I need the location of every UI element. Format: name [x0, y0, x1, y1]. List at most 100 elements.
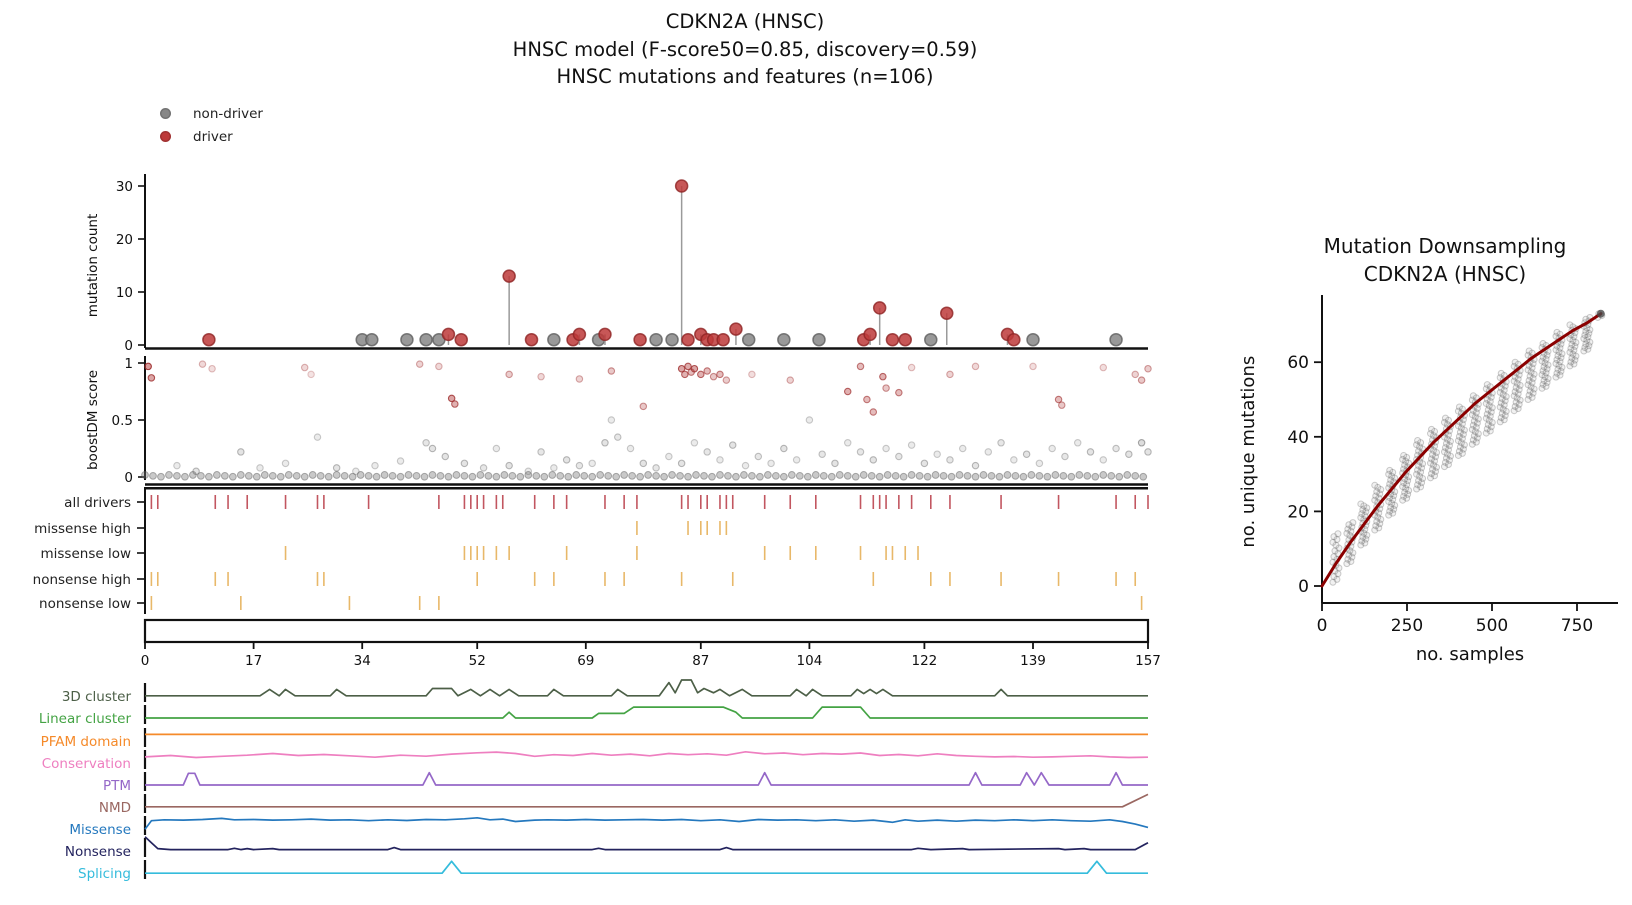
downsample-point [1359, 533, 1367, 541]
downsample-point [1332, 541, 1340, 549]
downsample-point [1556, 371, 1564, 379]
downsample-point [1473, 419, 1481, 427]
downsample-point [1399, 455, 1407, 463]
non-driver-mutation-point [400, 332, 414, 347]
score-baseline-point [324, 472, 333, 481]
score-baseline-point [748, 471, 756, 480]
driver-score-point [1058, 401, 1066, 409]
driver-score-point [1099, 363, 1108, 372]
x-tick-label: 500 [1476, 616, 1508, 636]
downsample-point [1377, 486, 1385, 494]
downsample-point [1385, 470, 1393, 478]
downsample-point [1557, 367, 1565, 375]
driver-score-point [1131, 370, 1139, 379]
downsample-point [1498, 395, 1506, 403]
feature-line-3D-cluster [145, 679, 1148, 697]
downsample-point [1544, 375, 1552, 383]
non-driver-score-point [805, 416, 814, 424]
downsample-point [1455, 432, 1463, 440]
downsample-point [1400, 479, 1408, 487]
score-baseline-point [1139, 472, 1148, 481]
downsample-point [1428, 455, 1436, 463]
score-baseline-point [955, 471, 964, 479]
non-driver-score-point [281, 459, 290, 468]
downsample-point [1399, 483, 1407, 491]
score-baseline-point [763, 471, 772, 479]
track-label-missense-high: missense high [34, 521, 131, 537]
downsample-point [1582, 340, 1590, 348]
downsample-point [1583, 324, 1591, 332]
non-driver-score-point [780, 444, 788, 453]
non-driver-score-point [1112, 444, 1120, 453]
downsample-point [1432, 468, 1440, 476]
score-baseline-point [963, 471, 972, 480]
downsample-point [1458, 405, 1466, 413]
score-baseline-point [915, 471, 924, 480]
downsample-point [1386, 507, 1394, 515]
downsample-point [1343, 529, 1351, 537]
non-driver-score-point [460, 459, 469, 468]
downsample-point [1485, 402, 1493, 410]
downsample-point [1345, 521, 1353, 529]
driver-score-point [208, 364, 216, 373]
driver-score-point [435, 362, 443, 371]
feature-line-PTM [145, 771, 1148, 786]
driver-score-point [716, 370, 724, 379]
score-baseline-point [636, 472, 645, 481]
downsample-point [1529, 374, 1537, 382]
downsample-point [1386, 480, 1394, 488]
score-baseline-point [628, 471, 637, 480]
downsample-point [1497, 399, 1505, 407]
downsample-point [1459, 430, 1467, 438]
downsample-point [1454, 422, 1462, 430]
downsample-point [1487, 408, 1495, 416]
score-baseline-point [444, 472, 453, 481]
downsample-point [1373, 518, 1381, 526]
driver-score-point [971, 362, 980, 371]
driver-score-point [843, 387, 852, 396]
downsample-point [1539, 340, 1547, 348]
score-baseline-point [1099, 471, 1108, 479]
downsample-point [1582, 328, 1590, 336]
downsample-point [1469, 407, 1477, 415]
driver-mutation-point [524, 332, 539, 347]
downsample-point [1500, 401, 1508, 409]
downsample-point [1441, 444, 1449, 452]
downsample-point [1376, 520, 1384, 528]
non-driver-mutation-point [812, 332, 826, 347]
driver-mutation-point [441, 327, 456, 342]
driver-tracks-plot: all drivers missense high missense low nons… [33, 487, 1149, 614]
downsample-point [1417, 483, 1425, 491]
downsample-point [1427, 474, 1435, 482]
downsample-point [1335, 564, 1343, 572]
downsample-point [1568, 354, 1576, 362]
y-tick-label: 20 [116, 232, 133, 248]
score-baseline-point [859, 471, 868, 479]
score-baseline-point [899, 472, 908, 481]
driver-score-point [697, 370, 705, 379]
downsample-point [1372, 492, 1380, 500]
downsample-point [1539, 380, 1547, 388]
downsample-point [1371, 481, 1379, 489]
downsample-point [1442, 439, 1450, 447]
downsample-point [1374, 513, 1382, 521]
y-tick-label: 60 [1287, 353, 1309, 373]
downsample-point [1526, 387, 1534, 395]
non-driver-score-point [550, 464, 558, 472]
non-driver-score-point [537, 448, 545, 456]
downsample-point [1443, 450, 1451, 458]
downsample-point [1542, 369, 1550, 377]
non-driver-score-point [562, 456, 571, 464]
downsample-point [1457, 439, 1465, 447]
x-tick-label: 52 [469, 653, 486, 669]
downsample-point [1427, 459, 1435, 467]
downsample-point [1566, 362, 1574, 370]
score-baseline-point [308, 471, 317, 479]
non-driver-score-point [626, 444, 635, 453]
downsample-point [1387, 503, 1395, 511]
title-line-3: HNSC mutations and features (n=106) [556, 65, 934, 88]
non-driver-score-point [396, 457, 405, 465]
downsample-point [1405, 459, 1413, 467]
score-baseline-point [348, 472, 357, 481]
downsample-point [1468, 426, 1476, 434]
